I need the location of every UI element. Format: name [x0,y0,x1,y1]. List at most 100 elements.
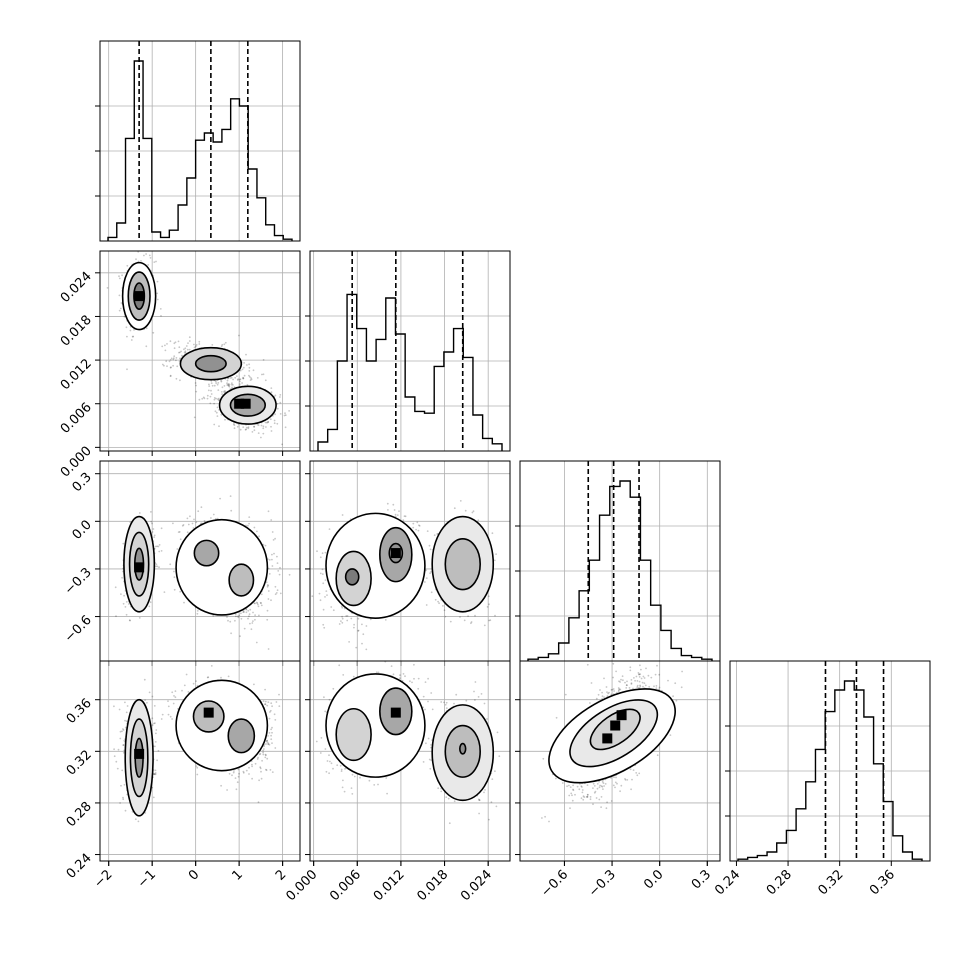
sample-point [232,384,234,386]
sample-point [260,436,262,439]
sample-point [227,384,230,387]
contour-line [228,563,255,597]
sample-point [341,621,344,624]
sample-point [239,380,241,383]
contour-line [194,354,227,373]
sample-point [275,592,278,594]
sample-point [173,347,176,350]
sample-point [201,397,204,400]
sample-point [119,307,122,310]
sample-point [146,701,148,704]
sample-point [115,615,117,618]
sample-point [346,615,349,617]
sample-point [494,614,496,617]
sample-point [438,602,440,605]
sample-point [398,510,400,512]
sample-point [220,391,223,393]
sample-point [159,308,162,310]
sample-point [145,345,148,348]
sample-point [184,351,187,354]
sample-point [192,527,195,529]
sample-point [133,329,135,331]
sample-point [253,429,256,432]
sample-point [340,620,342,622]
sample-point [234,376,237,379]
sample-point [236,425,239,428]
sample-point [276,555,278,558]
sample-point [154,722,156,724]
sample-point [217,389,220,391]
sample-point [279,396,281,398]
sample-point [276,589,279,592]
sample-point [252,620,254,622]
sample-point [437,600,439,603]
sample-point [227,383,230,386]
sample-point [220,413,223,416]
sample-point [129,619,131,622]
sample-point [217,382,220,384]
sample-point [158,566,160,569]
contour-line [444,537,481,591]
sample-point [284,426,287,429]
sample-point [122,729,125,731]
sample-point [163,591,166,593]
sample-point [125,326,128,329]
y-tick-label: −0.6 [62,613,95,646]
sample-point [257,424,260,427]
sample-point [240,617,243,620]
histogram-2 [527,480,713,661]
sample-point [324,596,326,598]
density-peak [390,548,401,559]
sample-point [224,341,227,344]
sample-point [279,394,282,396]
sample-point [213,398,216,401]
sample-point [386,502,389,505]
sample-point [341,606,344,609]
sample-point [156,545,159,548]
sample-point [281,443,283,446]
sample-point [269,418,272,421]
pair-panel-0-3: 0.240.280.320.36 [64,660,301,882]
sample-point [157,749,160,752]
sample-point [135,258,137,261]
sample-point [219,497,222,500]
sample-point [123,594,125,597]
sample-point [417,529,420,532]
sample-point [209,402,212,405]
sample-point [244,428,247,431]
sample-point [361,642,363,645]
sample-point [129,329,132,332]
sample-point [210,393,213,395]
sample-point [463,619,466,622]
sample-point [173,576,176,579]
sample-point [236,375,238,377]
sample-point [245,428,248,431]
sample-point [248,370,251,372]
sample-point [242,426,245,428]
sample-point [148,605,151,608]
sample-point [412,526,415,529]
sample-point [179,357,181,360]
sample-point [230,509,233,512]
sample-point [246,384,249,386]
sample-point [184,350,187,353]
sample-point [319,599,322,602]
sample-point [195,345,197,348]
density-peak [240,398,251,409]
sample-point [246,364,248,366]
sample-point [418,524,420,527]
sample-point [262,432,265,435]
sample-point [488,603,490,606]
sample-point [226,384,229,386]
sample-point [229,620,232,623]
sample-point [169,340,172,343]
hist-panel-3 [725,660,931,862]
sample-point [194,382,197,384]
sample-point [249,608,252,611]
sample-point [196,612,199,615]
sample-point [237,615,239,618]
sample-point [152,331,155,334]
sample-point [230,376,233,379]
sample-point [357,630,360,632]
sample-point [274,593,277,596]
